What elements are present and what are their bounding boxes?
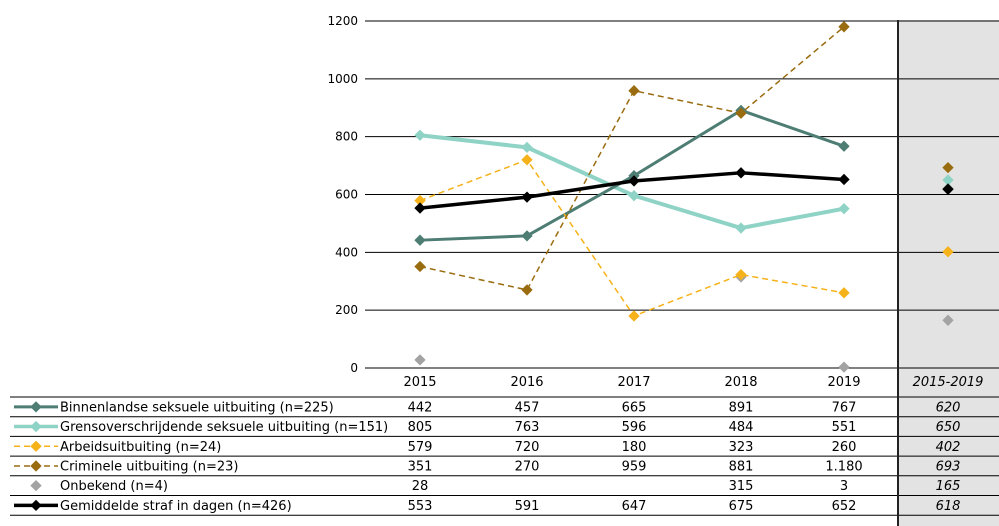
data-point bbox=[735, 268, 747, 281]
data-point bbox=[735, 167, 747, 179]
table-cell: 591 bbox=[515, 499, 540, 514]
table-cell: 665 bbox=[622, 400, 647, 415]
data-point bbox=[628, 310, 640, 322]
data-point bbox=[838, 173, 850, 186]
data-point bbox=[628, 85, 640, 97]
legend-key bbox=[14, 440, 58, 452]
summary-column-background bbox=[898, 20, 999, 526]
summary-point bbox=[942, 174, 954, 186]
table-cell: 891 bbox=[729, 400, 754, 415]
y-tick-label: 600 bbox=[335, 188, 358, 202]
data-point bbox=[838, 287, 850, 299]
x-tick-label-summary: 2015-2019 bbox=[913, 375, 984, 390]
data-point bbox=[838, 140, 850, 152]
legend-key bbox=[30, 479, 42, 492]
legend-key bbox=[14, 401, 58, 413]
row-label: Criminele uitbuiting (n=23) bbox=[60, 459, 239, 474]
table-cell: 763 bbox=[515, 420, 540, 435]
series bbox=[414, 154, 954, 322]
table-cell: 647 bbox=[622, 499, 647, 514]
data-point bbox=[521, 191, 533, 203]
data-point bbox=[414, 354, 426, 366]
table-cell-summary: 165 bbox=[936, 479, 961, 494]
y-tick-label: 200 bbox=[335, 303, 358, 317]
table-cell: 260 bbox=[832, 440, 857, 455]
table-cell-summary: 618 bbox=[936, 499, 961, 514]
data-point bbox=[628, 175, 640, 187]
row-label: Gemiddelde straf in dagen (n=426) bbox=[60, 499, 292, 514]
summary-point bbox=[942, 246, 954, 258]
series bbox=[414, 21, 954, 296]
series bbox=[414, 104, 954, 246]
table-cell-summary: 693 bbox=[936, 459, 961, 474]
series-line bbox=[419, 26, 845, 291]
grid-layer: 0 200 400 600 800 1000 1200 bbox=[327, 14, 999, 375]
table-cell: 442 bbox=[408, 400, 433, 415]
data-table: 2015 2016 2017 2018 2019 2015-2019 Binnenlands… bbox=[10, 375, 999, 516]
table-cell-summary: 650 bbox=[936, 420, 961, 435]
y-tick-label: 0 bbox=[350, 361, 358, 375]
table-cell: 323 bbox=[729, 440, 754, 455]
table-cell-summary: 620 bbox=[936, 400, 961, 415]
table-cell: 28 bbox=[412, 479, 429, 494]
table-cell: 270 bbox=[515, 459, 540, 474]
data-point bbox=[521, 141, 533, 154]
summary-point bbox=[942, 161, 954, 174]
data-point bbox=[414, 234, 426, 246]
data-point bbox=[521, 154, 533, 166]
table-cell: 959 bbox=[622, 459, 647, 474]
data-point bbox=[521, 284, 533, 296]
x-tick-label: 2016 bbox=[510, 375, 543, 390]
row-label: Binnenlandse seksuele uitbuiting (n=225) bbox=[60, 400, 334, 415]
summary-point bbox=[942, 314, 954, 326]
data-point bbox=[414, 194, 426, 207]
x-tick-label: 2019 bbox=[827, 375, 860, 390]
y-tick-label: 800 bbox=[335, 130, 358, 144]
data-point bbox=[414, 129, 426, 141]
data-point bbox=[414, 202, 426, 214]
table-cell: 180 bbox=[622, 440, 647, 455]
table-cell: 484 bbox=[729, 420, 754, 435]
legend-key bbox=[14, 499, 58, 512]
summary-point bbox=[942, 183, 954, 195]
y-tick-label: 1000 bbox=[327, 72, 358, 86]
data-point bbox=[521, 230, 533, 242]
x-tick-label: 2018 bbox=[724, 375, 757, 390]
row-label: Onbekend (n=4) bbox=[60, 479, 168, 494]
table-cell: 675 bbox=[729, 499, 754, 514]
table-cell: 881 bbox=[729, 459, 754, 474]
table-cell: 805 bbox=[408, 420, 433, 435]
table-cell: 720 bbox=[515, 440, 540, 455]
table-cell: 551 bbox=[832, 420, 857, 435]
table-cell: 457 bbox=[515, 400, 540, 415]
series bbox=[414, 129, 954, 234]
series-layer bbox=[414, 21, 954, 373]
y-tick-label: 1200 bbox=[327, 14, 358, 28]
table-cell: 579 bbox=[408, 440, 433, 455]
data-point bbox=[735, 222, 747, 234]
data-point bbox=[414, 260, 426, 273]
series bbox=[414, 271, 954, 373]
row-label: Grensoverschrijdende seksuele uitbuiting… bbox=[60, 420, 388, 435]
table-cell-summary: 402 bbox=[936, 440, 961, 455]
table-cell: 1.180 bbox=[825, 459, 862, 474]
data-point bbox=[628, 189, 640, 202]
legend-key bbox=[14, 460, 58, 472]
y-tick-label: 400 bbox=[335, 245, 358, 259]
row-label: Arbeidsuitbuiting (n=24) bbox=[60, 440, 221, 455]
data-point bbox=[838, 361, 850, 373]
table-cell: 652 bbox=[832, 499, 857, 514]
legend-key bbox=[14, 420, 58, 433]
table-cell: 553 bbox=[408, 499, 433, 514]
table-cell: 596 bbox=[622, 420, 647, 435]
data-point bbox=[838, 203, 850, 215]
series bbox=[414, 167, 954, 214]
x-tick-label: 2015 bbox=[403, 375, 436, 390]
table-cell: 351 bbox=[408, 459, 433, 474]
table-cell: 315 bbox=[729, 479, 754, 494]
table-cell: 3 bbox=[840, 479, 848, 494]
x-tick-label: 2017 bbox=[617, 375, 650, 390]
table-cell: 767 bbox=[832, 400, 857, 415]
